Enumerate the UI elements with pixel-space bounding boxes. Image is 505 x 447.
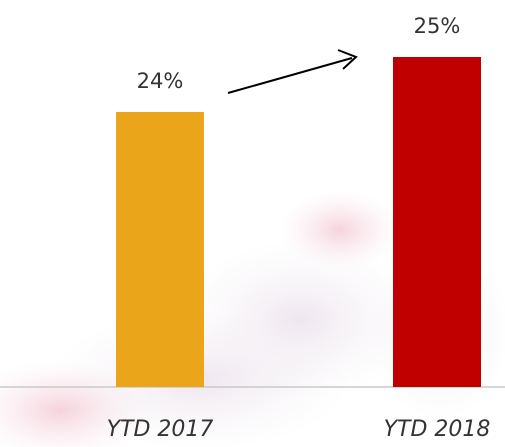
bar [393,57,481,387]
bar [116,112,204,387]
x-tick-label: YTD 2017 [107,417,214,442]
value-label: 25% [414,14,461,38]
x-tick-label: YTD 2018 [384,417,491,442]
trend-arrow [227,49,358,94]
value-label: 24% [137,69,184,93]
